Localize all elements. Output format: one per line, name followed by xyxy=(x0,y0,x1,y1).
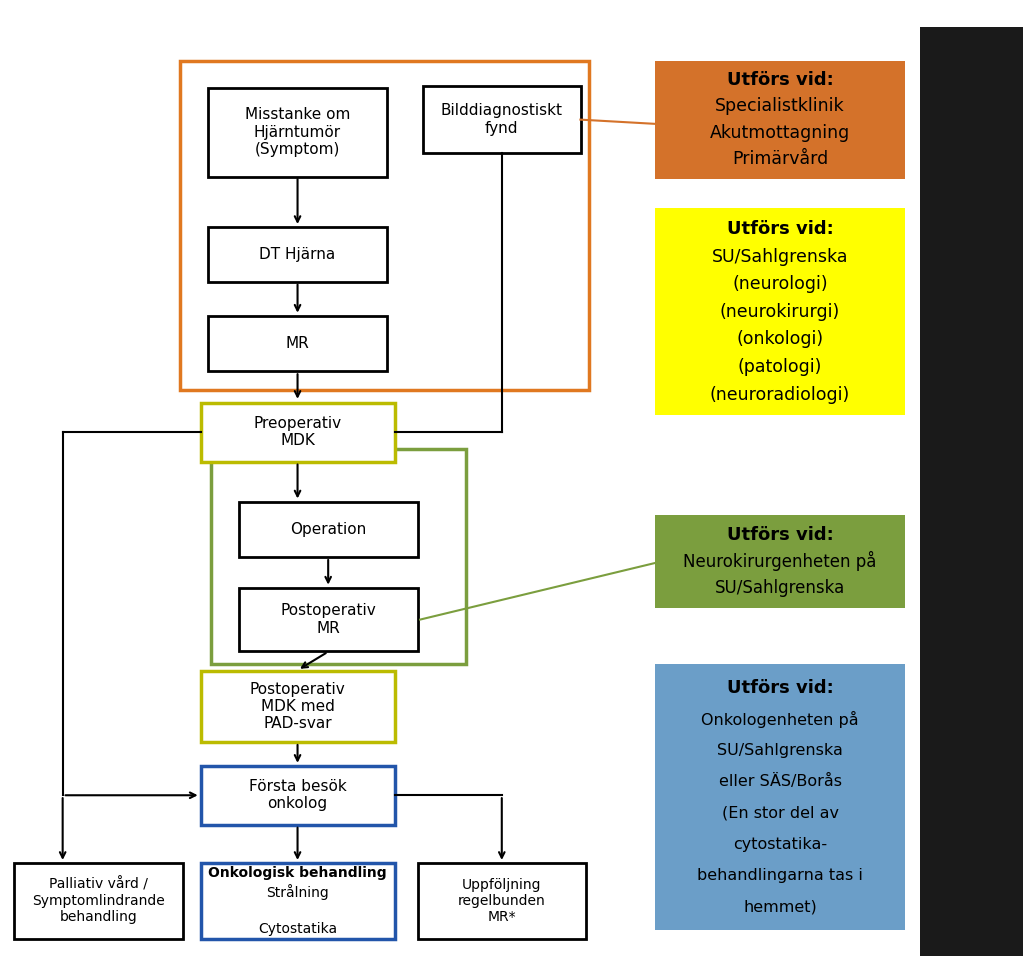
Bar xyxy=(208,227,387,282)
Text: Postoperativ
MR: Postoperativ MR xyxy=(281,603,376,636)
Text: Operation: Operation xyxy=(290,522,367,537)
Text: Akutmottagning: Akutmottagning xyxy=(710,124,850,142)
Bar xyxy=(201,671,394,742)
Text: MR: MR xyxy=(286,336,309,351)
Text: (patologi): (patologi) xyxy=(738,357,822,376)
Text: (neurokirurgi): (neurokirurgi) xyxy=(720,303,841,320)
Text: cytostatika-: cytostatika- xyxy=(733,837,827,852)
Text: eller SÄS/Borås: eller SÄS/Borås xyxy=(719,774,842,789)
Text: SU/Sahlgrenska: SU/Sahlgrenska xyxy=(717,743,843,758)
Bar xyxy=(208,316,387,371)
Bar xyxy=(239,502,418,557)
Text: Första besök
onkolog: Första besök onkolog xyxy=(249,779,346,811)
Text: Uppföljning
regelbunden
MR*: Uppföljning regelbunden MR* xyxy=(458,878,546,924)
Bar xyxy=(655,664,905,930)
Bar xyxy=(180,60,589,390)
Text: Misstanke om
Hjärntumör
(Symptom): Misstanke om Hjärntumör (Symptom) xyxy=(245,107,350,157)
Text: (En stor del av: (En stor del av xyxy=(722,805,839,820)
Text: Postoperativ
MDK med
PAD-svar: Postoperativ MDK med PAD-svar xyxy=(250,682,345,731)
Text: Utförs vid:: Utförs vid: xyxy=(727,220,834,238)
Text: DT Hjärna: DT Hjärna xyxy=(259,247,336,262)
Text: hemmet): hemmet) xyxy=(743,899,817,915)
Bar xyxy=(201,766,394,825)
Text: SU/Sahlgrenska: SU/Sahlgrenska xyxy=(712,247,848,266)
Text: Utförs vid:: Utförs vid: xyxy=(727,526,834,543)
Text: Cytostatika: Cytostatika xyxy=(258,921,337,936)
Bar xyxy=(211,449,466,664)
Bar xyxy=(655,208,905,415)
Text: Specialistklinik: Specialistklinik xyxy=(715,97,845,116)
Bar xyxy=(201,863,394,939)
Text: Strålning: Strålning xyxy=(266,883,329,900)
Text: (onkologi): (onkologi) xyxy=(736,330,823,349)
Bar xyxy=(921,26,1023,955)
Text: Onkologisk behandling: Onkologisk behandling xyxy=(208,866,387,880)
Bar xyxy=(418,863,586,939)
Bar xyxy=(423,86,581,154)
Bar xyxy=(208,88,387,176)
Text: Bilddiagnostiskt
fynd: Bilddiagnostiskt fynd xyxy=(440,103,563,135)
Text: Neurokirurgenheten på: Neurokirurgenheten på xyxy=(683,551,877,572)
Text: (neuroradiologi): (neuroradiologi) xyxy=(710,386,850,403)
Text: Preoperativ
MDK: Preoperativ MDK xyxy=(254,416,342,448)
Text: behandlingarna tas i: behandlingarna tas i xyxy=(697,868,863,883)
Bar xyxy=(201,402,394,462)
Text: SU/Sahlgrenska: SU/Sahlgrenska xyxy=(715,579,845,597)
Text: (neurologi): (neurologi) xyxy=(732,276,827,293)
Bar xyxy=(655,60,905,179)
Text: Onkologenheten på: Onkologenheten på xyxy=(701,711,859,728)
Text: Utförs vid:: Utförs vid: xyxy=(727,679,834,696)
Text: Utförs vid:: Utförs vid: xyxy=(727,71,834,90)
Bar xyxy=(239,588,418,652)
Text: Palliativ vård /
Symptomlindrande
behandling: Palliativ vård / Symptomlindrande behand… xyxy=(32,878,165,924)
Bar xyxy=(14,863,182,939)
Text: Primärvård: Primärvård xyxy=(732,150,828,169)
Bar xyxy=(655,515,905,608)
